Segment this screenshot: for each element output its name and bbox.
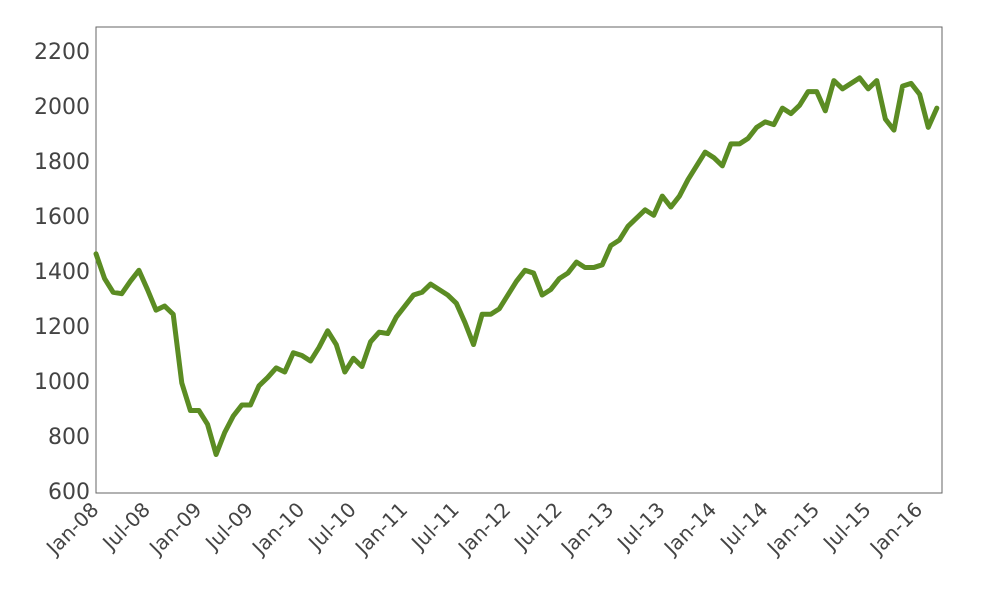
x-tick-label: Jul-11 bbox=[405, 497, 464, 556]
y-tick-label: 800 bbox=[48, 425, 90, 450]
y-tick-label: 600 bbox=[48, 480, 90, 505]
x-tick-label: Jan-15 bbox=[761, 497, 824, 560]
y-tick-label: 1400 bbox=[34, 260, 90, 285]
x-tick-label: Jan-13 bbox=[555, 497, 618, 560]
y-tick-label: 1000 bbox=[34, 370, 90, 395]
x-tick-label: Jul-08 bbox=[96, 497, 155, 556]
x-tick-label: Jan-10 bbox=[246, 497, 309, 560]
y-tick-label: 1600 bbox=[34, 205, 90, 230]
x-tick-label: Jul-13 bbox=[611, 497, 670, 556]
x-tick-label: Jan-12 bbox=[452, 497, 515, 560]
y-tick-label: 2200 bbox=[34, 40, 90, 65]
x-tick-label: Jul-15 bbox=[817, 497, 876, 556]
x-tick-label: Jul-12 bbox=[508, 497, 567, 556]
x-tick-label: Jul-14 bbox=[714, 497, 773, 556]
plot-frame bbox=[95, 26, 943, 494]
data-line bbox=[93, 75, 940, 458]
x-tick-label: Jan-08 bbox=[40, 497, 103, 560]
x-tick-label: Jul-09 bbox=[199, 497, 258, 556]
y-tick-label: 1800 bbox=[34, 150, 90, 175]
x-tick-label: Jan-11 bbox=[349, 497, 412, 560]
y-tick-label: 1200 bbox=[34, 315, 90, 340]
x-tick-label: Jul-10 bbox=[302, 497, 361, 556]
x-tick-label: Jan-16 bbox=[864, 497, 927, 560]
x-tick-label: Jan-09 bbox=[143, 497, 206, 560]
y-tick-label: 2000 bbox=[34, 95, 90, 120]
x-tick-label: Jan-14 bbox=[658, 497, 721, 560]
